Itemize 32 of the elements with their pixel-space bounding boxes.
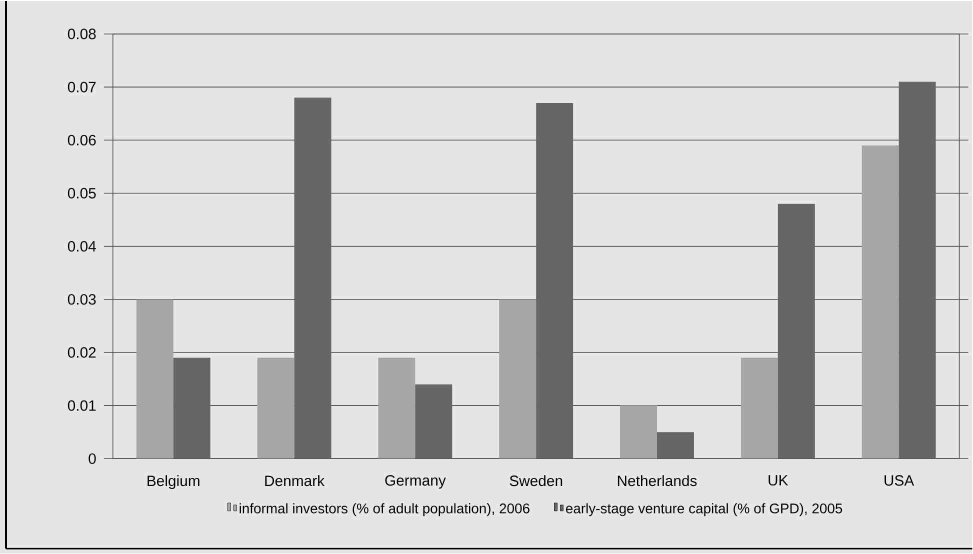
y-tick-label: 0.08 xyxy=(68,28,96,40)
y-tick-label: 0 xyxy=(88,454,96,464)
y-tick-label: 0.05 xyxy=(68,188,96,199)
bar xyxy=(378,358,416,459)
bar xyxy=(499,300,536,459)
bar xyxy=(898,82,936,459)
bar xyxy=(294,98,332,459)
bar xyxy=(740,358,778,459)
y-tick-label: 0.03 xyxy=(68,294,96,305)
bar xyxy=(620,406,657,459)
legend-label: early-stage venture capital (% of GPD), 2005 xyxy=(566,503,842,516)
y-tick-label: 0.07 xyxy=(68,82,96,93)
y-tick-label: 0.04 xyxy=(68,241,96,252)
x-tick-label: USA xyxy=(884,475,914,486)
bar xyxy=(136,300,174,459)
x-tick-label: Germany xyxy=(385,475,446,489)
bar xyxy=(257,358,294,459)
bar xyxy=(862,146,899,459)
x-tick-label: UK xyxy=(768,475,788,486)
y-tick-label: 0.02 xyxy=(68,347,96,358)
bar xyxy=(536,103,574,459)
bar xyxy=(657,432,694,459)
bar xyxy=(415,384,452,459)
legend-label: informal investors (% of adult population), 2006 xyxy=(240,503,530,516)
x-tick-label: Netherlands xyxy=(618,475,697,486)
x-tick-label: Denmark xyxy=(265,475,325,486)
bar xyxy=(173,358,210,459)
y-tick-label: 0.01 xyxy=(68,400,96,412)
x-tick-label: Sweden xyxy=(510,475,562,486)
y-tick-label: 0.06 xyxy=(68,135,96,146)
x-tick-label: Belgium xyxy=(148,475,200,490)
bar xyxy=(778,204,815,459)
